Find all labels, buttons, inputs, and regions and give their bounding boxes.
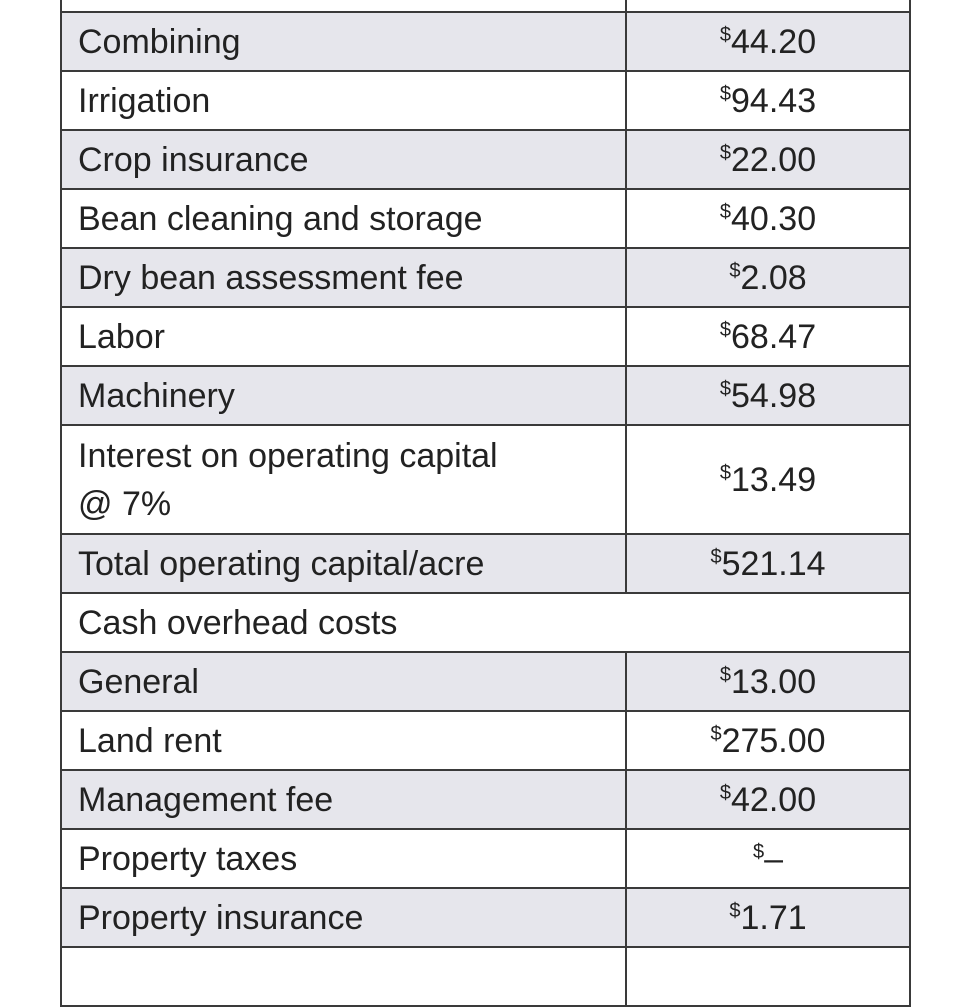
currency-symbol: $ [719,82,732,105]
row-partial [60,0,911,13]
currency-symbol: $ [710,545,722,568]
row-label: Labor [60,306,627,367]
amount-cell: $54.98 [625,365,911,426]
amount: 275.00 [721,721,826,760]
amount-cell: $94.43 [625,70,911,131]
row-label: Dry bean assessment fee [60,247,627,308]
table-row: Interest on operating capital @ 7% $13.49 [60,424,911,535]
amount-cell: $13.00 [625,651,911,712]
row-label: Combining [60,11,627,72]
amount-cell: $2.08 [625,247,911,308]
amount-cell: $– [625,828,911,889]
amount: 40.30 [731,199,817,238]
amount-cell: $275.00 [625,710,911,771]
currency-symbol: $ [719,781,732,804]
amount: 54.98 [731,376,817,415]
table-row: Dry bean assessment fee $2.08 [60,247,911,308]
row-label: Management fee [60,769,627,830]
table-row: Bean cleaning and storage $40.30 [60,188,911,249]
table-row: Labor $68.47 [60,306,911,367]
table-row: Crop insurance $22.00 [60,129,911,190]
table-body: Combining $44.20 Irrigation $94.43 Crop insu… [60,0,911,1007]
row-label: Land rent [60,710,627,771]
table-row: Irrigation $94.43 [60,70,911,131]
cost-table: Combining $44.20 Irrigation $94.43 Crop insu… [60,0,911,1007]
currency-symbol: $ [719,23,732,46]
amount-cell: $1.71 [625,887,911,948]
amount: 2.08 [740,258,807,297]
amount: 1.71 [740,898,807,937]
table-row: Management fee $42.00 [60,769,911,830]
table-row: Cash overhead costs [60,592,911,653]
currency-symbol: $ [729,259,741,282]
amount: 13.49 [731,460,817,499]
currency-symbol: $ [719,200,732,223]
table-row: Combining $44.20 [60,11,911,72]
row-label: General [60,651,627,712]
currency-symbol: $ [719,318,732,341]
table-wrap: Combining $44.20 Irrigation $94.43 Crop insu… [60,0,911,1007]
amount-cell: $22.00 [625,129,911,190]
table-row: Machinery $54.98 [60,365,911,426]
currency-symbol: $ [719,141,732,164]
currency-symbol: $ [729,899,741,922]
amount-cell: $13.49 [625,424,911,535]
amount: 68.47 [731,317,817,356]
amount: 22.00 [731,140,817,179]
amount: 44.20 [731,22,817,61]
amount-cell: $42.00 [625,769,911,830]
row-label: Interest on operating capital @ 7% [60,424,627,535]
amount-cell: $68.47 [625,306,911,367]
amount: 94.43 [731,81,817,120]
currency-symbol: $ [719,461,732,484]
amount-cell: $44.20 [625,11,911,72]
table-row: Total operating capital/acre $521.14 [60,533,911,594]
table-row: General $13.00 [60,651,911,712]
row-label: Property taxes [60,828,627,889]
row-label: Property insurance [60,887,627,948]
amount: 13.00 [731,662,817,701]
currency-symbol: $ [719,663,732,686]
currency-symbol: $ [752,840,765,863]
row-label: Bean cleaning and storage [60,188,627,249]
cell [60,0,627,13]
amount: 521.14 [721,544,826,583]
cell [625,946,911,1007]
currency-symbol: $ [710,722,722,745]
table-row: Property taxes $– [60,828,911,889]
row-partial [60,946,911,1007]
currency-symbol: $ [719,377,732,400]
cell [625,0,911,13]
amount: – [764,839,784,878]
amount: 42.00 [731,780,817,819]
amount-cell: $40.30 [625,188,911,249]
row-label: Total operating capital/acre [60,533,627,594]
row-label: Crop insurance [60,129,627,190]
amount-cell: $521.14 [625,533,911,594]
row-label: Irrigation [60,70,627,131]
table-row: Land rent $275.00 [60,710,911,771]
row-label: Machinery [60,365,627,426]
table-row: Property insurance $1.71 [60,887,911,948]
cell [60,946,627,1007]
row-label: Cash overhead costs [60,592,911,653]
